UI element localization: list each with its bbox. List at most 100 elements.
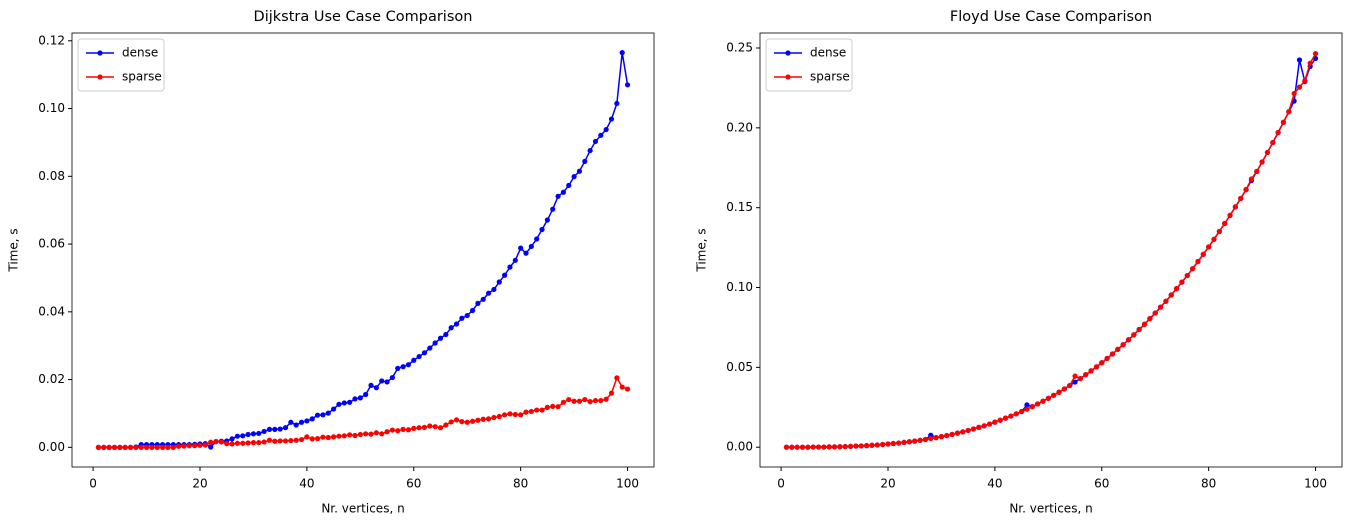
marker [357,431,363,438]
legend-label: sparse [810,70,850,84]
marker [512,257,518,263]
marker [352,396,358,402]
marker [1077,375,1083,382]
marker [1270,139,1276,146]
marker [437,335,444,341]
marker [400,364,406,370]
marker [912,438,918,444]
marker [341,400,347,406]
marker [298,419,305,425]
marker [469,307,476,314]
marker [960,429,966,435]
marker [550,403,556,409]
marker [373,430,379,436]
marker [1259,159,1265,165]
marker [534,236,540,242]
marker [389,374,395,381]
marker [469,418,476,424]
marker [159,444,166,450]
marker [400,426,406,432]
marker [512,411,518,418]
x-tick-label: 60 [406,477,421,491]
marker [874,442,880,448]
y-tick-label: 0.15 [726,200,753,214]
series [95,50,631,450]
marker [277,438,283,444]
marker [1307,60,1313,66]
y-tick-label: 0.06 [38,237,65,251]
marker [826,444,832,450]
marker [566,396,572,403]
marker [314,412,321,418]
marker [805,444,811,450]
line [786,57,1317,448]
marker [576,168,583,174]
marker [416,425,422,431]
marker [464,419,470,425]
marker [598,132,604,138]
marker [347,399,353,405]
marker [432,340,438,346]
line [98,52,629,449]
marker [571,398,577,404]
marker [1216,228,1222,235]
marker [368,382,374,388]
marker [117,444,123,450]
marker [261,439,267,445]
marker [1184,272,1190,279]
marker [603,396,609,402]
marker [405,427,412,433]
marker [783,444,790,450]
x-tick-label: 0 [777,477,785,491]
marker [427,345,433,351]
marker [459,419,465,425]
legend-label: dense [810,46,846,60]
marker [544,217,550,223]
y-axis-label: Time, s [695,228,709,272]
marker [234,433,241,439]
marker [250,440,257,446]
marker [799,444,806,450]
x-axis-label: Nr. vertices, n [321,502,404,516]
marker [938,434,945,440]
plot-frame [759,32,1343,468]
marker [592,138,599,145]
marker [320,412,326,418]
marker [491,286,497,293]
marker [571,174,577,180]
marker [1254,168,1260,175]
marker [331,434,337,440]
marker [197,442,203,448]
marker [1163,298,1169,304]
marker [1136,326,1142,333]
marker [1083,372,1089,378]
marker [154,444,160,450]
marker [1238,195,1244,202]
marker [837,444,843,450]
marker [954,430,961,436]
marker [234,440,241,446]
marker [1200,251,1206,257]
marker [122,444,128,450]
marker [842,443,848,450]
marker [192,443,198,449]
marker [475,417,481,423]
series [783,55,1319,450]
marker [480,296,486,302]
marker [992,419,998,425]
marker [1147,316,1153,322]
legend-label: dense [122,46,158,60]
marker [208,444,214,450]
marker [95,444,102,450]
marker [1280,119,1287,125]
marker [1019,408,1025,415]
marker [614,100,620,107]
marker [309,416,315,422]
marker [336,433,342,439]
marker [906,439,912,445]
marker [395,365,401,372]
marker [453,417,460,423]
marker [373,385,379,391]
y-tick-label: 0.04 [38,304,65,318]
marker [1291,90,1297,97]
